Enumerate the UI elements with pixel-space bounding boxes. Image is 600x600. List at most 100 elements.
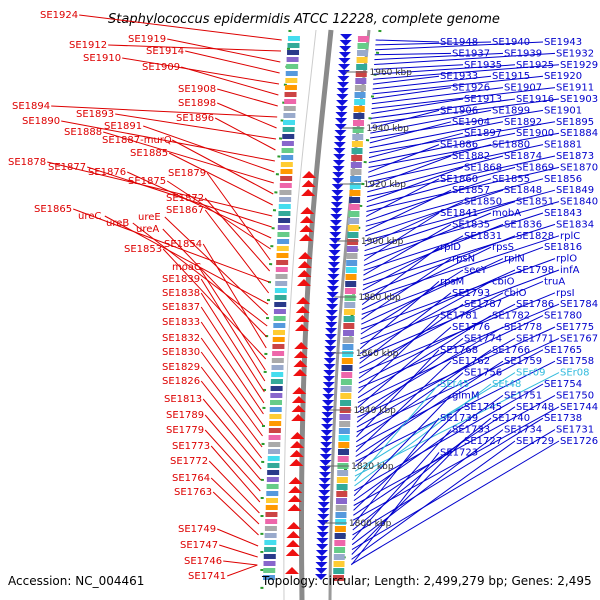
left-gene-label[interactable]: SE1839: [162, 274, 200, 285]
right-gene-label[interactable]: SE1831: [464, 231, 502, 242]
right-gene-label[interactable]: SE1869: [516, 162, 554, 173]
right-gene-label[interactable]: SE1745: [464, 402, 502, 413]
right-gene-label[interactable]: mobA: [492, 208, 521, 219]
right-gene-label[interactable]: SE1841: [440, 208, 478, 219]
right-gene-label[interactable]: SE1937: [452, 48, 490, 59]
right-gene-label[interactable]: SE1920: [544, 71, 582, 82]
left-gene-label[interactable]: ureA: [136, 224, 159, 235]
right-gene-label[interactable]: SE1768: [440, 345, 478, 356]
right-gene-label[interactable]: rpsN: [452, 254, 475, 265]
left-gene-label[interactable]: SE1773: [172, 441, 210, 452]
right-gene-label[interactable]: SE1738: [544, 413, 582, 424]
left-gene-label[interactable]: SE1746: [184, 556, 222, 567]
right-gene-label[interactable]: SE1848: [504, 185, 542, 196]
right-gene-label[interactable]: SE1750: [556, 390, 594, 401]
right-gene-label[interactable]: SE1926: [452, 83, 490, 94]
left-gene-label[interactable]: SE1813: [164, 394, 202, 405]
left-gene-label[interactable]: SE1764: [172, 473, 210, 484]
left-gene-label[interactable]: SE1779: [166, 425, 204, 436]
right-gene-label[interactable]: SE1776: [452, 322, 490, 333]
right-gene-label[interactable]: SE1816: [544, 242, 582, 253]
right-gene-label[interactable]: SE1723: [440, 447, 478, 458]
right-gene-label[interactable]: SE1733: [452, 425, 490, 436]
right-gene-label[interactable]: SE1855: [492, 174, 530, 185]
left-gene-label[interactable]: SE1867: [166, 205, 204, 216]
left-gene-label[interactable]: SE1888: [64, 127, 102, 138]
right-gene-label[interactable]: SE1786: [516, 299, 554, 310]
right-gene-label[interactable]: rplC: [560, 231, 580, 242]
right-gene-label[interactable]: SE1751: [504, 390, 542, 401]
left-gene-label[interactable]: SE1789: [166, 410, 204, 421]
right-gene-label[interactable]: SE1939: [504, 48, 542, 59]
left-gene-label[interactable]: SE1914: [146, 46, 184, 57]
left-gene-label[interactable]: SE1898: [178, 98, 216, 109]
right-gene-label[interactable]: SE1873: [556, 151, 594, 162]
right-gene-label[interactable]: SE1775: [556, 322, 594, 333]
left-gene-label[interactable]: SE1893: [76, 109, 114, 120]
right-gene-label[interactable]: SE1787: [464, 299, 502, 310]
right-gene-label[interactable]: SE1880: [492, 140, 530, 151]
right-gene-label[interactable]: SE1892: [504, 117, 542, 128]
right-gene-label[interactable]: SE1886: [440, 140, 478, 151]
right-gene-label[interactable]: SE1756: [464, 368, 502, 379]
right-gene-label[interactable]: SE1784: [560, 299, 598, 310]
right-gene-label[interactable]: SE1860: [440, 174, 478, 185]
right-gene-label[interactable]: SE1759: [504, 356, 542, 367]
right-gene-label[interactable]: SE1849: [556, 185, 594, 196]
right-gene-label[interactable]: SE1744: [560, 402, 598, 413]
right-gene-label[interactable]: SE1901: [544, 105, 582, 116]
right-gene-label[interactable]: SEt45: [440, 379, 469, 390]
right-gene-label[interactable]: cbiO: [504, 288, 527, 299]
left-gene-label[interactable]: SE1912: [69, 40, 107, 51]
left-gene-label[interactable]: SE1865: [34, 204, 72, 215]
right-gene-label[interactable]: rpsI: [556, 288, 575, 299]
left-gene-label[interactable]: SE1829: [162, 362, 200, 373]
right-gene-label[interactable]: SE1897: [464, 128, 502, 139]
left-gene-label[interactable]: SE1896: [176, 113, 214, 124]
right-gene-label[interactable]: SE1850: [464, 197, 502, 208]
right-gene-label[interactable]: SEr08: [560, 368, 590, 379]
right-gene-label[interactable]: SE1925: [516, 60, 554, 71]
right-gene-label[interactable]: SE1781: [440, 311, 478, 322]
left-gene-label[interactable]: moaC: [172, 262, 201, 273]
right-gene-label[interactable]: secY: [464, 265, 488, 276]
right-gene-label[interactable]: SE1836: [504, 219, 542, 230]
right-gene-label[interactable]: SE1907: [504, 83, 542, 94]
left-gene-label[interactable]: SE1832: [162, 333, 200, 344]
right-gene-label[interactable]: SEr09: [516, 368, 546, 379]
right-gene-label[interactable]: SE1726: [560, 436, 598, 447]
right-gene-label[interactable]: SE1851: [516, 197, 554, 208]
right-gene-label[interactable]: SE1935: [464, 60, 502, 71]
right-gene-label[interactable]: rpsM: [440, 276, 464, 287]
left-gene-label[interactable]: SE1878: [8, 157, 46, 168]
left-gene-label[interactable]: SE1837: [162, 302, 200, 313]
left-gene-label[interactable]: SE1741: [188, 571, 226, 582]
right-gene-label[interactable]: rplO: [556, 254, 577, 265]
right-gene-label[interactable]: infA: [560, 265, 580, 276]
right-gene-label[interactable]: SE1798: [516, 265, 554, 276]
right-gene-label[interactable]: SE1932: [556, 48, 594, 59]
left-gene-label[interactable]: SE1919: [128, 34, 166, 45]
right-gene-label[interactable]: SEt48: [492, 379, 521, 390]
right-gene-label[interactable]: SE1729: [516, 436, 554, 447]
left-gene-label[interactable]: SE1854: [164, 239, 202, 250]
left-gene-label[interactable]: SE1894: [12, 101, 50, 112]
right-gene-label[interactable]: SE1828: [516, 231, 554, 242]
left-gene-label[interactable]: SE1772: [170, 456, 208, 467]
right-gene-label[interactable]: SE1835: [452, 219, 490, 230]
right-gene-label[interactable]: SE1767: [560, 333, 598, 344]
left-gene-label[interactable]: SE1826: [162, 376, 200, 387]
right-gene-label[interactable]: SE1740: [492, 413, 530, 424]
left-gene-label[interactable]: SE1872: [166, 193, 204, 204]
right-gene-label[interactable]: SE1916: [516, 94, 554, 105]
left-gene-label[interactable]: SE1909: [142, 62, 180, 73]
right-gene-label[interactable]: SE1857: [452, 185, 490, 196]
right-gene-label[interactable]: SE1843: [544, 208, 582, 219]
right-gene-label[interactable]: SE1793: [452, 288, 490, 299]
right-gene-label[interactable]: SE1758: [556, 356, 594, 367]
right-gene-label[interactable]: SE1870: [560, 162, 598, 173]
right-gene-label[interactable]: SE1766: [492, 345, 530, 356]
right-gene-label[interactable]: cbiO: [492, 276, 515, 287]
right-gene-label[interactable]: SE1915: [492, 71, 530, 82]
right-gene-label[interactable]: SE1881: [544, 140, 582, 151]
